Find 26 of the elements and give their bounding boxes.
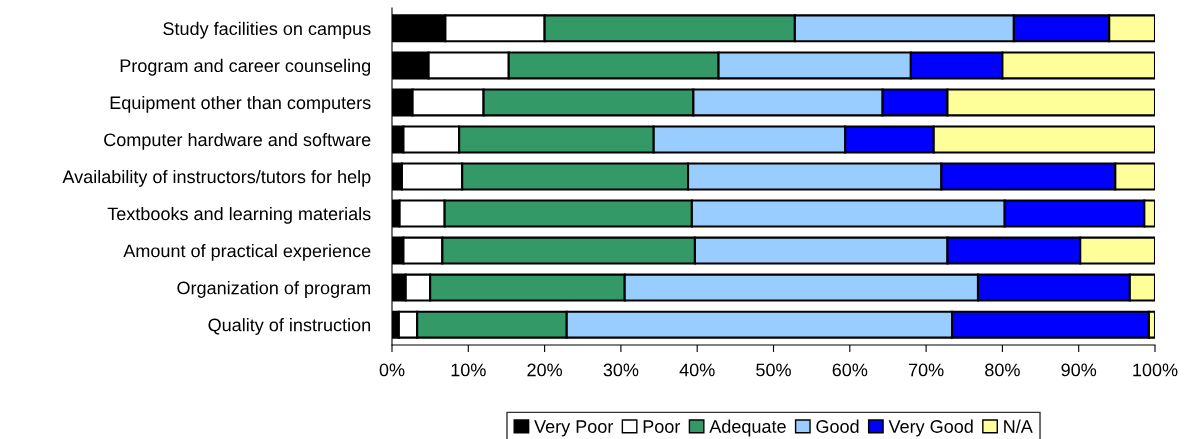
x-tick-label: 20% <box>527 363 563 377</box>
x-tick-label: 50% <box>756 363 791 377</box>
x-tick-label: 70% <box>908 363 944 377</box>
legend-label: N/A <box>1004 419 1033 433</box>
x-tick-label: 40% <box>679 363 715 377</box>
y-tick-label: Study facilities on campus <box>163 21 371 39</box>
y-tick-label: Availability of instructors/tutors for help <box>62 169 371 187</box>
y-tick-label: Textbooks and learning materials <box>107 206 371 224</box>
legend-label: Good <box>816 419 859 433</box>
y-tick-label: Equipment other than computers <box>110 95 371 113</box>
y-tick-label: Organization of program <box>177 281 370 298</box>
y-tick-label: Amount of practical experience <box>123 244 371 261</box>
y-tick-label: Program and career counseling <box>120 58 371 76</box>
x-tick-label: 30% <box>603 363 639 377</box>
y-tick-label: Quality of instruction <box>208 318 370 335</box>
x-tick-label: 60% <box>832 363 868 377</box>
y-tick-label: Computer hardware and software <box>104 132 371 150</box>
legend-label: Adequate <box>709 419 786 437</box>
x-tick-label: 0% <box>379 363 405 377</box>
legend-label: Very Good <box>888 419 973 437</box>
x-tick-label: 90% <box>1061 363 1097 377</box>
x-tick-label: 100% <box>1133 363 1178 377</box>
legend-label: Very Poor <box>534 420 614 437</box>
legend-label: Poor <box>643 420 681 433</box>
x-tick-label: 10% <box>451 363 486 377</box>
x-tick-label: 80% <box>985 363 1020 377</box>
